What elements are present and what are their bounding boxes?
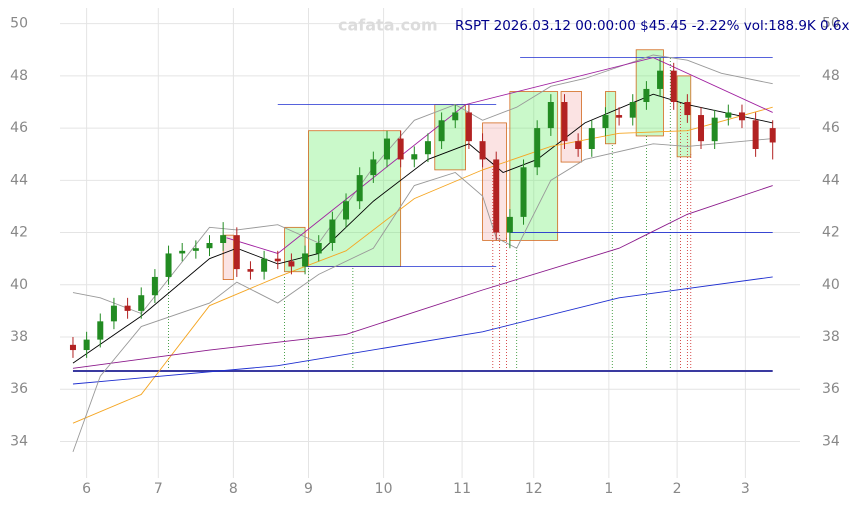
overlay-line xyxy=(72,276,773,385)
candle-body xyxy=(643,88,650,102)
overlay-line xyxy=(226,57,773,254)
candle-body xyxy=(356,175,363,202)
y-tick-label: 34 xyxy=(10,433,28,449)
y-tick-label: 50 xyxy=(10,16,28,32)
candle-body xyxy=(616,115,623,118)
candle-body xyxy=(261,258,268,272)
candle-body xyxy=(165,253,172,277)
x-tick-label: 12 xyxy=(525,481,543,497)
candle-body xyxy=(138,295,145,311)
y-tick-label-right: 46 xyxy=(822,120,840,136)
candle-body xyxy=(233,235,240,270)
zone-box xyxy=(222,234,234,280)
x-tick-label: 1 xyxy=(604,481,613,497)
candle-body xyxy=(302,253,309,267)
y-tick-label: 44 xyxy=(10,172,28,188)
candle-body xyxy=(465,112,472,142)
y-tick-label: 40 xyxy=(10,277,28,293)
candle-body xyxy=(520,167,527,217)
candle-body xyxy=(397,138,404,160)
x-tick-label: 7 xyxy=(154,481,163,497)
candle-body xyxy=(769,128,776,143)
candle-body xyxy=(684,102,691,116)
watermark: cafata.com xyxy=(338,16,438,35)
candle-body xyxy=(547,102,554,129)
candle-body xyxy=(329,219,336,243)
y-tick-label-right: 36 xyxy=(822,381,840,397)
candle-body xyxy=(438,120,445,142)
candle-body xyxy=(506,216,513,233)
candle-body xyxy=(179,250,186,254)
candle-body xyxy=(411,154,418,160)
x-tick-label: 11 xyxy=(453,481,471,497)
candle-body xyxy=(124,305,131,311)
candle-body xyxy=(424,141,431,155)
candle-body xyxy=(670,70,677,102)
y-tick-label: 48 xyxy=(10,68,28,84)
y-tick-label-right: 38 xyxy=(822,329,840,345)
y-tick-label-right: 42 xyxy=(822,225,840,241)
candle-body xyxy=(657,70,664,89)
candle-body xyxy=(370,159,377,176)
zone-box xyxy=(635,49,664,137)
y-tick-label: 38 xyxy=(10,329,28,345)
overlay-line xyxy=(72,54,773,315)
overlay-line xyxy=(72,93,773,364)
candle-body xyxy=(561,102,568,142)
overlay-line xyxy=(72,106,773,424)
candle-body xyxy=(575,141,582,149)
candle-body xyxy=(206,243,213,249)
candle-body xyxy=(383,138,390,160)
overlay-line xyxy=(72,138,773,453)
candle-body xyxy=(588,128,595,149)
candle-body xyxy=(151,276,158,296)
x-tick-label: 2 xyxy=(673,481,682,497)
candle-body xyxy=(534,128,541,168)
y-tick-label-right: 44 xyxy=(822,172,840,188)
x-tick-label: 8 xyxy=(229,481,238,497)
y-tick-label: 36 xyxy=(10,381,28,397)
candle-body xyxy=(274,258,281,262)
x-tick-label: 9 xyxy=(304,481,313,497)
candle-body xyxy=(192,248,199,251)
candle-body xyxy=(97,321,104,340)
y-tick-label: 42 xyxy=(10,225,28,241)
candle-body xyxy=(83,339,90,351)
chart-title: RSPT 2026.03.12 00:00:00 $45.45 -2.22% v… xyxy=(455,18,850,34)
candle-body xyxy=(711,117,718,142)
candle-body xyxy=(220,235,227,243)
candle-body xyxy=(343,201,350,220)
y-tick-label-right: 40 xyxy=(822,277,840,293)
candle-body xyxy=(69,344,76,351)
candle-body xyxy=(698,115,705,142)
y-tick-label-right: 34 xyxy=(822,433,840,449)
x-tick-label: 6 xyxy=(82,481,91,497)
candle-body xyxy=(452,112,459,121)
candle-body xyxy=(752,120,759,149)
x-tick-label: 3 xyxy=(741,481,750,497)
candle-body xyxy=(629,102,636,118)
overlay-line xyxy=(72,185,773,369)
x-tick-label: 10 xyxy=(375,481,393,497)
candle-body xyxy=(602,115,609,129)
candle-body xyxy=(288,261,295,267)
candle-body xyxy=(738,112,745,121)
y-tick-label: 46 xyxy=(10,120,28,136)
candle-body xyxy=(725,112,732,118)
candle-body xyxy=(315,243,322,254)
y-tick-label-right: 48 xyxy=(822,68,840,84)
candle-body xyxy=(493,159,500,233)
candle-body xyxy=(247,269,254,272)
candle-body xyxy=(110,305,117,322)
zone-box xyxy=(676,75,692,158)
candle-body xyxy=(479,141,486,160)
y-tick-label-right: 50 xyxy=(822,16,840,32)
